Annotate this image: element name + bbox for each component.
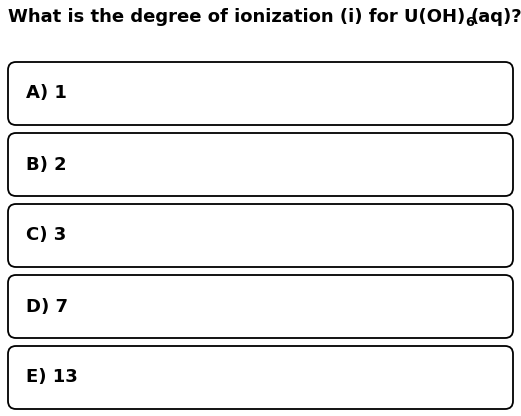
Text: B) 2: B) 2 bbox=[26, 156, 67, 173]
Text: C) 3: C) 3 bbox=[26, 226, 66, 245]
Text: (aq)?: (aq)? bbox=[471, 8, 521, 26]
Text: D) 7: D) 7 bbox=[26, 297, 68, 315]
FancyBboxPatch shape bbox=[8, 133, 513, 196]
Text: E) 13: E) 13 bbox=[26, 369, 78, 386]
FancyBboxPatch shape bbox=[8, 346, 513, 409]
Text: 6: 6 bbox=[465, 16, 474, 29]
FancyBboxPatch shape bbox=[8, 275, 513, 338]
Text: A) 1: A) 1 bbox=[26, 84, 67, 102]
FancyBboxPatch shape bbox=[8, 62, 513, 125]
FancyBboxPatch shape bbox=[8, 204, 513, 267]
Text: What is the degree of ionization (i) for U(OH): What is the degree of ionization (i) for… bbox=[8, 8, 465, 26]
